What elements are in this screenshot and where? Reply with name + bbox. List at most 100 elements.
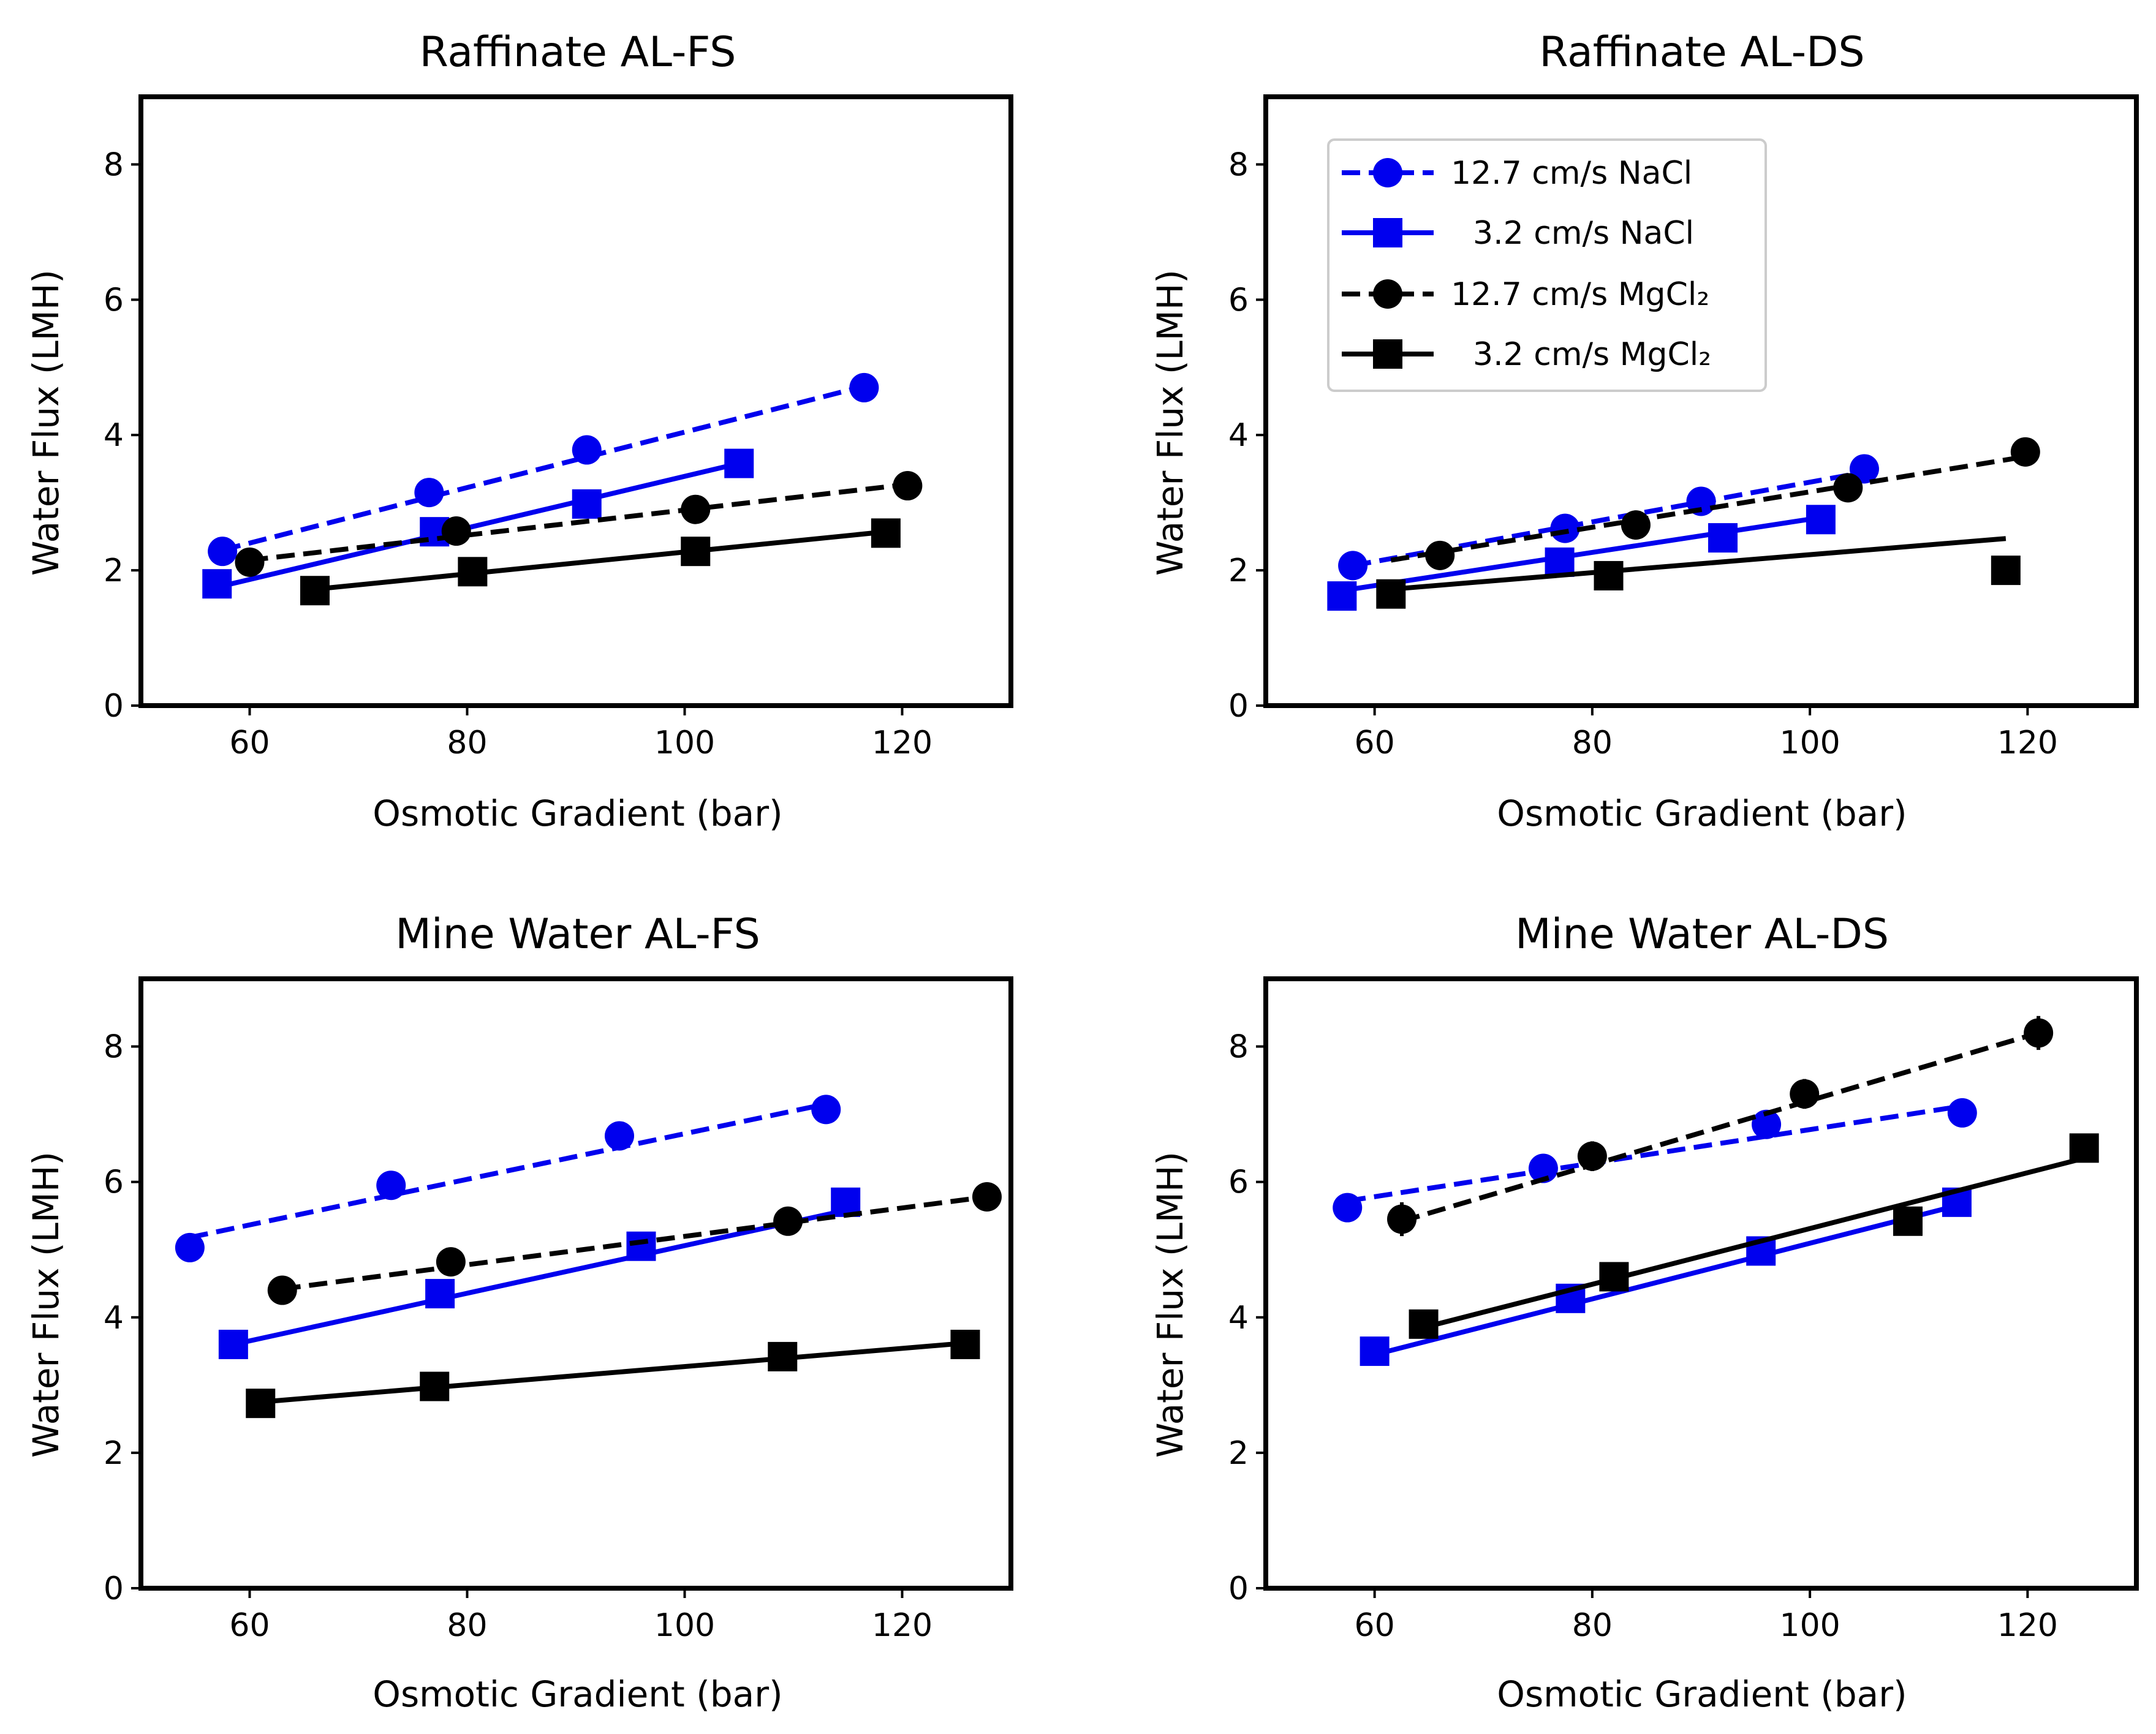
data-point bbox=[768, 1341, 798, 1371]
legend-label: 3.2 cm/s NaCl bbox=[1473, 215, 1694, 252]
legend-marker bbox=[1342, 158, 1434, 187]
data-point bbox=[1409, 1309, 1439, 1339]
data-point bbox=[246, 1389, 276, 1419]
legend-label: 12.7 cm/s NaCl bbox=[1451, 155, 1692, 192]
y-tick-label: 8 bbox=[1228, 1029, 1249, 1066]
data-point bbox=[1594, 560, 1624, 590]
legend-symbol bbox=[1373, 339, 1402, 369]
x-tick-label: 80 bbox=[447, 1607, 487, 1644]
data-point bbox=[724, 448, 754, 478]
legend: 12.7 cm/s NaCl 3.2 cm/s NaCl 12.7 cm/s M… bbox=[1327, 138, 1767, 392]
fit-line bbox=[1423, 1156, 2085, 1330]
y-tick-label: 6 bbox=[104, 282, 124, 319]
data-point bbox=[1327, 581, 1357, 611]
series-12-7-cm-s-nacl bbox=[1333, 1098, 1977, 1223]
y-tick-label: 4 bbox=[1228, 417, 1249, 454]
chart-title: Mine Water AL-FS bbox=[395, 910, 760, 959]
chart-title: Raffinate AL-FS bbox=[420, 28, 736, 77]
legend-entry: 12.7 cm/s NaCl bbox=[1342, 155, 1692, 192]
fit-line bbox=[189, 1101, 827, 1240]
x-tick-label: 60 bbox=[229, 725, 270, 761]
series-12-7-cm-s-nacl bbox=[175, 1095, 841, 1262]
y-tick-label: 2 bbox=[104, 552, 124, 589]
legend-label: 12.7 cm/s MgCl₂ bbox=[1451, 276, 1709, 313]
series-3-2-cm-s-nacl bbox=[202, 448, 754, 599]
data-point bbox=[235, 547, 265, 577]
data-point bbox=[1708, 523, 1738, 553]
plot-frame bbox=[1263, 94, 2139, 708]
data-point bbox=[2010, 437, 2040, 467]
data-point bbox=[871, 518, 901, 548]
x-tick-label: 80 bbox=[1572, 1607, 1613, 1644]
plot-frame bbox=[138, 976, 1013, 1591]
legend-symbol bbox=[1373, 218, 1402, 247]
x-axis-label: Osmotic Gradient (bar) bbox=[1497, 1673, 1907, 1715]
data-point bbox=[420, 1371, 450, 1401]
legend-marker bbox=[1342, 339, 1434, 369]
data-point bbox=[425, 1279, 455, 1309]
legend-label: 3.2 cm/s MgCl₂ bbox=[1473, 336, 1711, 373]
data-point bbox=[436, 1247, 466, 1277]
data-point bbox=[681, 537, 711, 567]
chart-title: Mine Water AL-DS bbox=[1515, 910, 1889, 959]
fit-line bbox=[1347, 1103, 1963, 1204]
data-point bbox=[1790, 1079, 1820, 1109]
y-tick-label: 0 bbox=[1228, 688, 1249, 725]
plot-area bbox=[202, 372, 923, 606]
fit-line bbox=[1401, 1030, 2040, 1224]
y-tick-label: 2 bbox=[104, 1435, 124, 1472]
chart-title: Raffinate AL-DS bbox=[1539, 28, 1864, 77]
data-point bbox=[1621, 510, 1651, 540]
data-point bbox=[267, 1275, 297, 1305]
x-axis-ticks: 60 80 100 120 bbox=[229, 706, 932, 761]
y-tick-label: 8 bbox=[104, 1029, 124, 1066]
y-tick-label: 2 bbox=[1228, 1435, 1249, 1472]
data-point bbox=[1806, 505, 1836, 535]
data-point bbox=[972, 1182, 1002, 1212]
data-point bbox=[950, 1330, 980, 1359]
y-axis-label: Water Flux (LMH) bbox=[25, 270, 67, 576]
x-tick-label: 120 bbox=[872, 725, 932, 761]
fit-line bbox=[282, 1194, 988, 1292]
legend-box bbox=[1327, 138, 1767, 392]
y-tick-label: 0 bbox=[104, 1570, 124, 1607]
data-point bbox=[605, 1121, 634, 1151]
data-point bbox=[1338, 551, 1368, 581]
data-point bbox=[2069, 1133, 2099, 1163]
data-point bbox=[1599, 1262, 1629, 1292]
y-tick-label: 4 bbox=[104, 1300, 124, 1336]
x-tick-label: 80 bbox=[447, 725, 487, 761]
legend-entry: 12.7 cm/s MgCl₂ bbox=[1342, 276, 1709, 313]
y-axis-label: Water Flux (LMH) bbox=[25, 1152, 67, 1458]
y-tick-label: 0 bbox=[104, 688, 124, 725]
x-tick-label: 100 bbox=[654, 1607, 715, 1644]
plot-area bbox=[1333, 1016, 2099, 1366]
fit-line bbox=[1390, 536, 2007, 592]
y-tick-label: 0 bbox=[1228, 1570, 1249, 1607]
x-tick-label: 100 bbox=[1779, 725, 1840, 761]
legend-marker bbox=[1342, 279, 1434, 309]
x-tick-label: 120 bbox=[1997, 1607, 2058, 1644]
data-point bbox=[1528, 1153, 1558, 1183]
x-tick-label: 120 bbox=[1997, 725, 2058, 761]
y-axis-label: Water Flux (LMH) bbox=[1149, 270, 1191, 576]
data-point bbox=[626, 1231, 656, 1261]
fit-line bbox=[314, 529, 887, 592]
data-point bbox=[572, 435, 602, 465]
data-point bbox=[218, 1330, 248, 1359]
legend-symbol bbox=[1373, 158, 1402, 187]
data-point bbox=[1577, 1141, 1607, 1171]
data-point bbox=[414, 478, 444, 508]
data-point bbox=[849, 372, 879, 402]
data-point bbox=[208, 537, 238, 567]
data-point bbox=[1752, 1109, 1782, 1139]
data-point bbox=[572, 489, 602, 519]
data-point bbox=[202, 569, 232, 599]
plot-area bbox=[1327, 437, 2040, 611]
series-3-2-cm-s-mgcl bbox=[1409, 1133, 2099, 1339]
data-point bbox=[1991, 556, 2021, 586]
series-3-2-cm-s-mgcl bbox=[1376, 536, 2021, 609]
series-3-2-cm-s-mgcl bbox=[300, 518, 901, 606]
fit-line bbox=[222, 383, 865, 552]
